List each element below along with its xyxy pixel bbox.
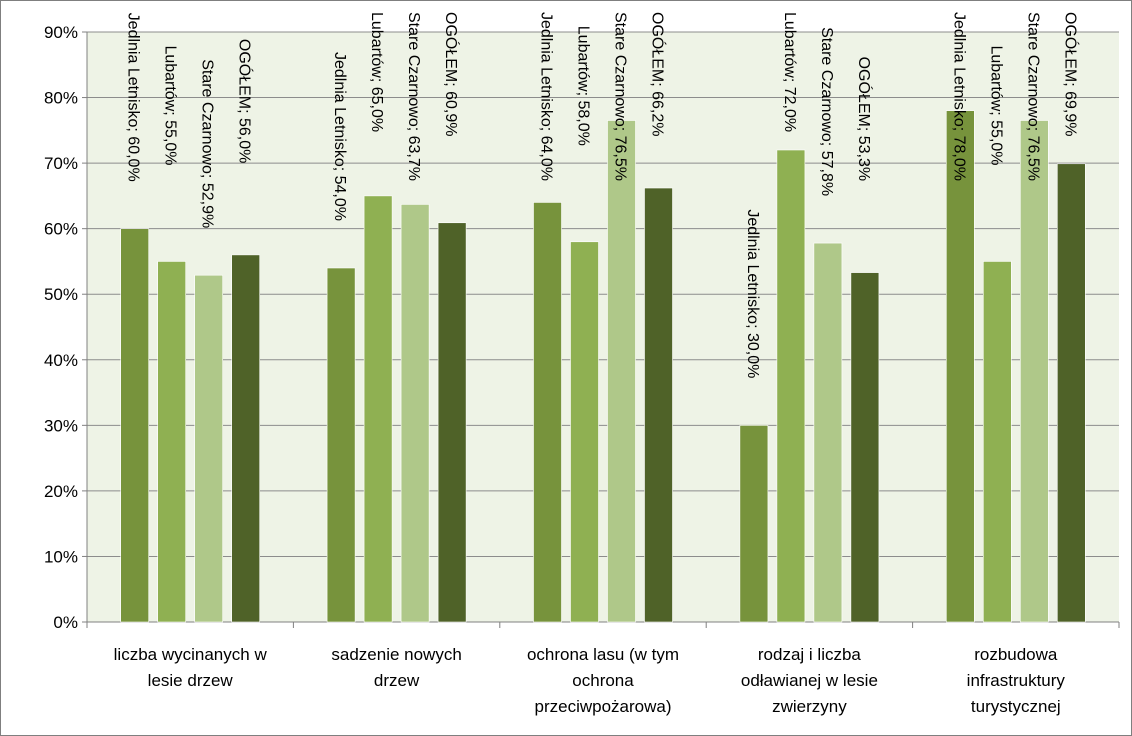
y-tick-label: 40%	[44, 351, 78, 370]
data-label: Lubartów; 58,0%	[575, 26, 592, 146]
x-category-label-line: infrastruktury	[967, 671, 1066, 690]
bar	[157, 261, 186, 623]
y-tick-label: 10%	[44, 547, 78, 566]
data-label: OGÓŁEM; 66,2%	[649, 12, 668, 137]
data-label: OGÓŁEM; 60,9%	[442, 12, 461, 137]
bar	[326, 267, 356, 623]
bar	[982, 261, 1012, 623]
data-label: Jedlnia Letnisko; 30,0%	[744, 209, 761, 378]
data-label: Stare Czarnowo; 52,9%	[199, 59, 216, 228]
data-label: Stare Czarnowo; 57,8%	[818, 27, 835, 196]
y-tick-label: 0%	[53, 613, 78, 632]
data-label: Jedlnia Letnisko; 54,0%	[331, 52, 348, 221]
bar	[607, 120, 636, 623]
data-label: Jedlnia Letnisko; 60,0%	[125, 13, 142, 182]
x-category-label-line: rodzaj i liczba	[758, 645, 862, 664]
y-tick-label: 20%	[44, 482, 78, 501]
x-category-label: rodzaj i liczba odławianej w lesie zwierzy…	[741, 645, 878, 716]
bar	[231, 254, 260, 623]
x-category-label-line: rozbudowa	[974, 645, 1058, 664]
x-category-label-line: sadzenie nowych	[331, 645, 461, 664]
bar	[437, 222, 467, 623]
data-label: Stare Czarnowo; 76,5%	[612, 12, 629, 181]
x-category-label: sadzenie nowych drzew	[331, 645, 461, 690]
data-label: Lubartów; 72,0%	[781, 12, 798, 132]
y-tick-label: 30%	[44, 416, 78, 435]
bar	[533, 202, 562, 623]
data-label: Stare Czarnowo; 76,5%	[1024, 12, 1041, 181]
x-category-label-line: przeciwpożarowa)	[535, 697, 672, 716]
data-label: OGÓŁEM; 53,3%	[855, 57, 874, 182]
x-category-label-line: drzew	[374, 671, 420, 690]
x-category-label: ochrona lasu (w tym ochrona przeciwpożarow…	[527, 645, 679, 716]
y-tick-label: 60%	[44, 220, 78, 239]
data-label: Lubartów; 65,0%	[368, 12, 385, 132]
x-category-label-line: zwierzyny	[772, 697, 847, 716]
data-label: Lubartów; 55,0%	[162, 45, 179, 165]
x-category-label-line: ochrona	[572, 671, 634, 690]
x-category-label-line: ochrona lasu (w tym	[527, 645, 679, 664]
data-label: Jedlnia Letnisko; 78,0%	[950, 12, 967, 181]
x-category-label-line: odławianej w lesie	[741, 671, 878, 690]
y-tick-label: 80%	[44, 89, 78, 108]
bar	[850, 272, 880, 623]
bar	[1019, 120, 1049, 623]
x-category-label-line: lesie drzew	[148, 671, 234, 690]
bar	[194, 274, 223, 623]
x-category-label: rozbudowa infrastruktury turystycznej	[967, 645, 1066, 716]
data-label: Jedlnia Letnisko; 64,0%	[538, 12, 555, 181]
x-category-label: liczba wycinanych w lesie drzew	[114, 645, 268, 690]
bar	[120, 228, 149, 623]
data-label: Lubartów; 55,0%	[987, 45, 1004, 165]
bar	[644, 187, 673, 623]
bar	[1057, 163, 1086, 623]
x-category-label-line: liczba wycinanych w	[114, 645, 268, 664]
y-tick-label: 90%	[44, 23, 78, 42]
bar	[813, 242, 843, 623]
bar	[945, 110, 975, 623]
y-tick-label: 70%	[44, 154, 78, 173]
bar	[776, 149, 806, 623]
bar	[363, 195, 393, 623]
data-label: Stare Czarnowo; 63,7%	[405, 12, 422, 181]
data-label: OGÓŁEM; 56,0%	[236, 39, 255, 164]
bar	[570, 241, 599, 623]
y-tick-label: 50%	[44, 285, 78, 304]
bar	[739, 425, 769, 623]
data-label: OGÓŁEM; 69,9%	[1061, 12, 1080, 137]
bar	[400, 204, 430, 623]
x-category-label-line: turystycznej	[971, 697, 1061, 716]
